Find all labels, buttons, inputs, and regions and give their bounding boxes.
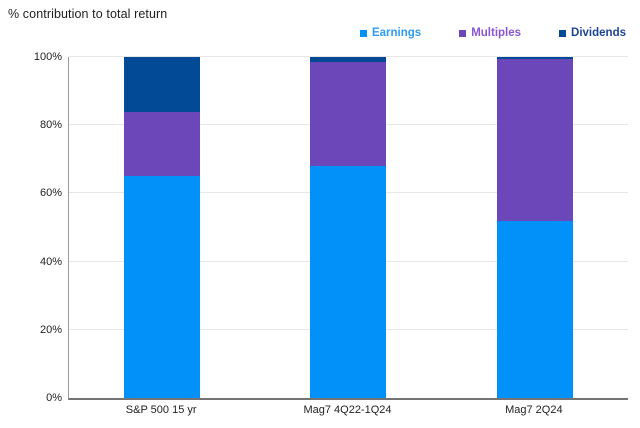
legend-marker-icon	[359, 29, 367, 37]
bar-slot	[255, 57, 441, 398]
x-axis-labels: S&P 500 15 yr Mag7 4Q22-1Q24 Mag7 2Q24	[68, 404, 627, 416]
legend-item-dividends: Dividends	[559, 27, 626, 39]
legend-label: Dividends	[571, 27, 626, 39]
bar-slot	[69, 57, 255, 398]
chart-legend: Earnings Multiples Dividends	[359, 27, 626, 39]
legend-item-multiples: Multiples	[459, 27, 521, 39]
bar-mag7-4q22-1q24	[310, 57, 387, 398]
bar-segment-earnings	[496, 220, 573, 398]
y-axis-tick-label: 80%	[39, 119, 62, 132]
y-axis-tick-label: 40%	[39, 255, 62, 268]
chart-title: % contribution to total return	[8, 7, 168, 21]
x-axis-label: Mag7 2Q24	[505, 404, 563, 416]
bar-segment-multiples	[124, 111, 201, 177]
gridline-100	[69, 56, 628, 57]
bar-slot	[442, 57, 628, 398]
y-axis-tick-label: 100%	[33, 51, 62, 63]
bar-mag7-2q24	[496, 57, 573, 398]
y-axis-tick-label: 0%	[46, 392, 62, 404]
plot-area	[68, 56, 628, 400]
x-axis-label: Mag7 4Q22-1Q24	[303, 404, 392, 416]
y-axis-tick-label: 20%	[39, 323, 62, 336]
bar-segment-dividends	[124, 57, 201, 112]
legend-item-earnings: Earnings	[359, 27, 422, 39]
bars-container	[69, 57, 628, 398]
bar-segment-earnings	[310, 166, 387, 398]
bar-segment-dividends	[496, 57, 573, 59]
x-axis-label: S&P 500 15 yr	[125, 404, 197, 416]
bar-segment-multiples	[310, 62, 387, 167]
legend-label: Multiples	[471, 27, 522, 39]
legend-label: Earnings	[371, 27, 422, 39]
bar-segment-dividends	[310, 57, 387, 63]
bar-s-p-500-15-yr	[124, 57, 201, 398]
bar-segment-earnings	[124, 176, 201, 398]
y-axis-tick-label: 60%	[39, 187, 62, 200]
legend-marker-icon	[459, 29, 467, 37]
legend-marker-icon	[559, 29, 567, 37]
bar-segment-multiples	[496, 58, 573, 221]
